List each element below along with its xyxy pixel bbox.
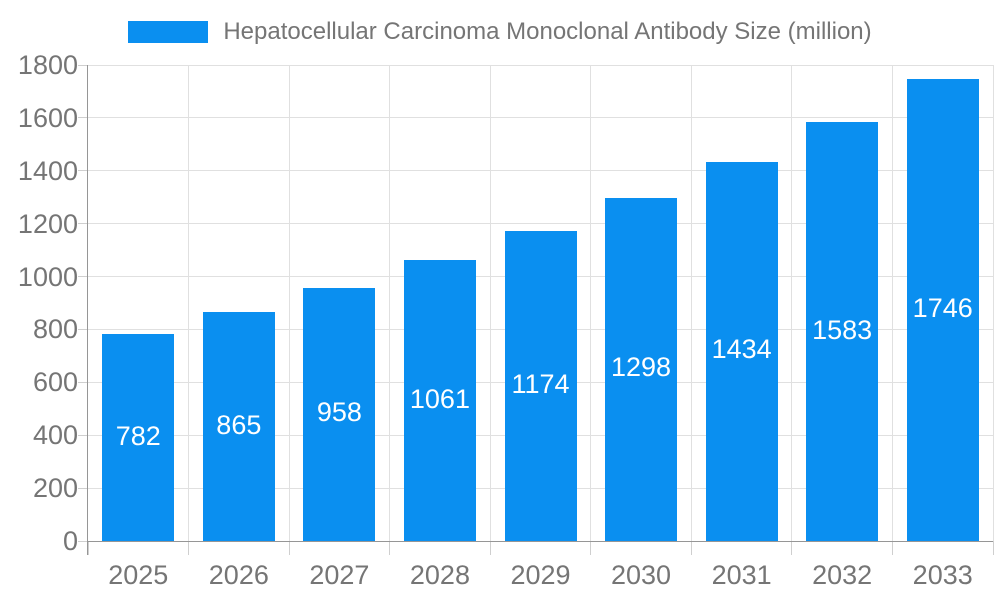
y-tick-label: 800 <box>32 314 78 345</box>
legend-label: Hepatocellular Carcinoma Monoclonal Anti… <box>223 18 872 45</box>
legend-swatch-icon <box>128 21 209 43</box>
x-tick-label: 2028 <box>409 560 470 590</box>
h-gridline <box>88 223 993 225</box>
y-tick-label: 1600 <box>17 102 78 133</box>
x-tick-label: 2032 <box>812 560 873 590</box>
y-axis-tick <box>78 540 88 542</box>
v-gridline <box>590 65 592 541</box>
x-axis-tick <box>389 541 391 555</box>
x-tick-label: 2027 <box>309 560 370 590</box>
bar-value-label: 1174 <box>511 368 570 399</box>
bar[interactable] <box>906 79 979 541</box>
bar-value-label: 1746 <box>912 293 973 324</box>
x-tick-label: 2026 <box>208 560 269 590</box>
y-axis-tick <box>78 381 88 383</box>
x-axis-tick <box>188 541 190 555</box>
y-axis-tick <box>78 170 88 172</box>
y-tick-label: 1000 <box>17 261 78 292</box>
y-axis-tick <box>78 487 88 489</box>
bar-value-label: 1298 <box>611 352 672 383</box>
v-gridline <box>188 65 190 541</box>
y-axis-line <box>87 65 88 555</box>
legend[interactable]: Hepatocellular Carcinoma Monoclonal Anti… <box>0 18 1000 46</box>
x-axis-tick <box>891 541 893 555</box>
y-axis-tick <box>78 276 88 278</box>
v-gridline <box>992 65 994 541</box>
x-axis-tick <box>791 541 793 555</box>
y-axis-tick <box>78 434 88 436</box>
y-tick-label: 0 <box>62 526 78 556</box>
h-gridline <box>88 64 993 66</box>
y-tick-label: 1200 <box>17 208 78 239</box>
x-axis-line <box>88 541 993 542</box>
y-axis-tick <box>78 64 88 66</box>
x-axis-tick <box>87 541 89 555</box>
y-axis-tick <box>78 223 88 225</box>
v-gridline <box>791 65 793 541</box>
v-gridline <box>891 65 893 541</box>
y-axis-tick <box>78 117 88 119</box>
y-tick-label: 400 <box>32 420 78 451</box>
bar-value-label: 1434 <box>711 334 772 365</box>
v-gridline <box>690 65 692 541</box>
bar[interactable] <box>605 197 678 541</box>
bar[interactable] <box>806 122 879 541</box>
bar[interactable] <box>102 334 175 541</box>
y-tick-label: 200 <box>32 473 78 504</box>
bar-value-label: 1583 <box>812 314 873 345</box>
v-gridline <box>288 65 290 541</box>
x-tick-label: 2030 <box>611 560 672 590</box>
bar-value-label: 782 <box>115 420 161 451</box>
bar[interactable] <box>403 260 476 541</box>
x-axis-tick <box>288 541 290 555</box>
y-tick-label: 1400 <box>17 155 78 186</box>
x-axis-tick <box>690 541 692 555</box>
h-gridline <box>88 170 993 172</box>
x-tick-label: 2033 <box>912 560 973 590</box>
bar-value-label: 1061 <box>409 383 470 414</box>
y-axis-tick <box>78 328 88 330</box>
x-axis-tick <box>590 541 592 555</box>
x-tick-label: 2031 <box>711 560 772 590</box>
bar-value-label: 958 <box>316 397 362 428</box>
bar[interactable] <box>202 312 275 541</box>
bar[interactable] <box>504 230 577 541</box>
y-tick-label: 1800 <box>17 50 78 80</box>
x-tick-label: 2025 <box>108 560 169 590</box>
x-axis-tick <box>992 541 994 555</box>
y-tick-label: 600 <box>32 367 78 398</box>
h-gridline <box>88 117 993 119</box>
bar-value-label: 865 <box>216 409 262 440</box>
v-gridline <box>389 65 391 541</box>
x-tick-label: 2029 <box>510 560 571 590</box>
x-axis-tick <box>489 541 491 555</box>
v-gridline <box>489 65 491 541</box>
bar[interactable] <box>303 287 376 541</box>
bar[interactable] <box>705 161 778 541</box>
